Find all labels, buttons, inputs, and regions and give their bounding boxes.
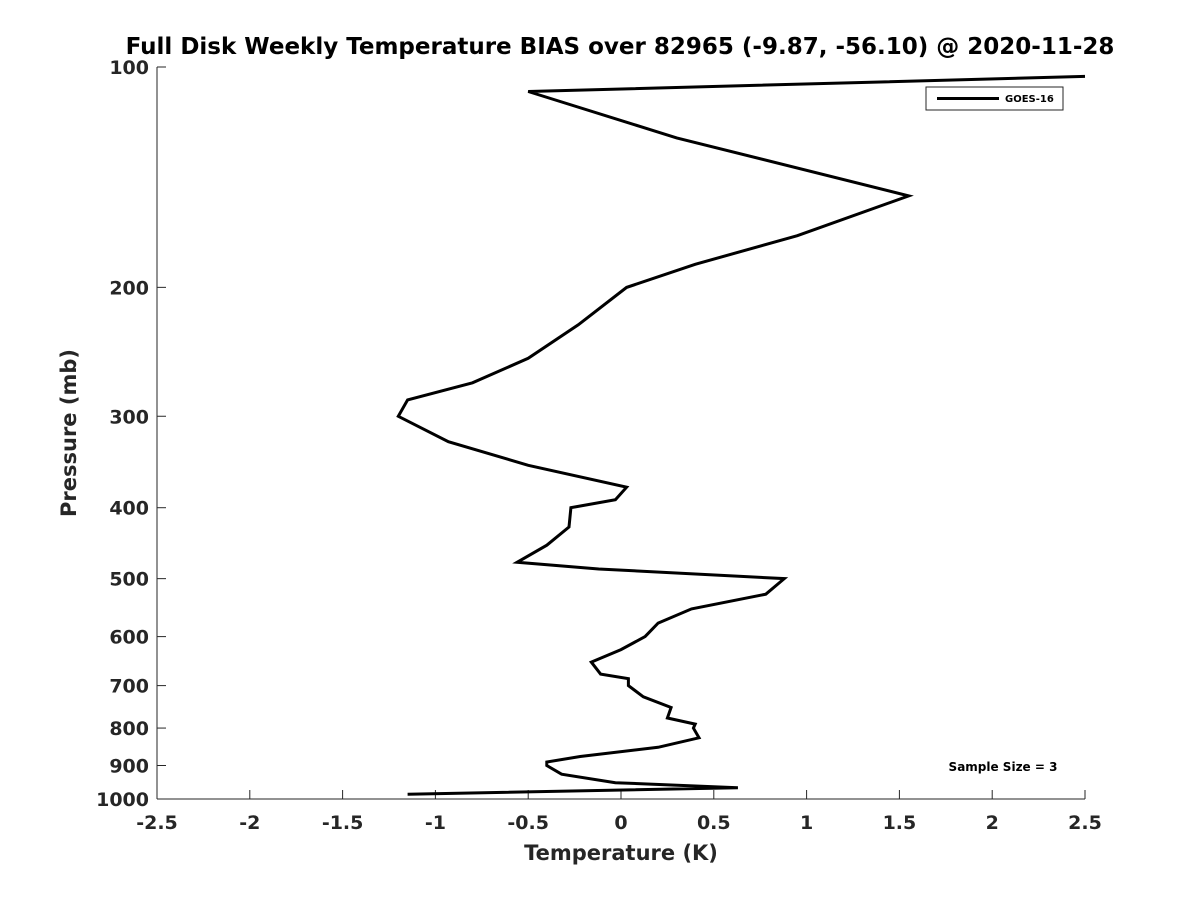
x-tick-label: 0 — [614, 812, 627, 834]
y-tick-label: 900 — [109, 756, 149, 778]
y-tick-label: 300 — [109, 406, 149, 428]
sample-size-annotation: Sample Size = 3 — [949, 760, 1058, 774]
x-tick-label: 2.5 — [1068, 812, 1102, 834]
legend: GOES-16 — [925, 86, 1064, 111]
x-tick-label: -2 — [239, 812, 260, 834]
y-tick-label: 200 — [109, 277, 149, 299]
x-tick-label: 1.5 — [883, 812, 917, 834]
y-tick-label: 600 — [109, 627, 149, 649]
x-ticks: -2.5 -2 -1.5 -1 -0.5 0 0.5 1 1.5 2 2.5 — [136, 790, 1102, 834]
series-layer — [396, 74, 1086, 796]
legend-label: GOES-16 — [1005, 94, 1054, 105]
plot-area — [157, 67, 1085, 799]
x-tick-label: -1.5 — [322, 812, 364, 834]
x-tick-label: 0.5 — [697, 812, 731, 834]
x-tick-label: -2.5 — [136, 812, 178, 834]
y-tick-label: 400 — [109, 498, 149, 520]
y-tick-label: 100 — [109, 57, 149, 79]
y-tick-label: 800 — [109, 718, 149, 740]
chart-title: Full Disk Weekly Temperature BIAS over 8… — [126, 34, 1115, 60]
x-axis-label: Temperature (K) — [524, 841, 718, 865]
y-tick-label: 500 — [109, 569, 149, 591]
x-tick-label: 2 — [986, 812, 999, 834]
x-tick-label: -1 — [425, 812, 446, 834]
x-tick-label: 1 — [800, 812, 813, 834]
x-tick-label: -0.5 — [507, 812, 549, 834]
series-line-goes16 — [396, 74, 1086, 796]
y-tick-label: 700 — [109, 676, 149, 698]
y-ticks: 100 200 300 400 500 600 700 800 900 1000 — [96, 57, 166, 811]
y-tick-label: 1000 — [96, 789, 149, 811]
y-axis-label: Pressure (mb) — [57, 349, 81, 517]
